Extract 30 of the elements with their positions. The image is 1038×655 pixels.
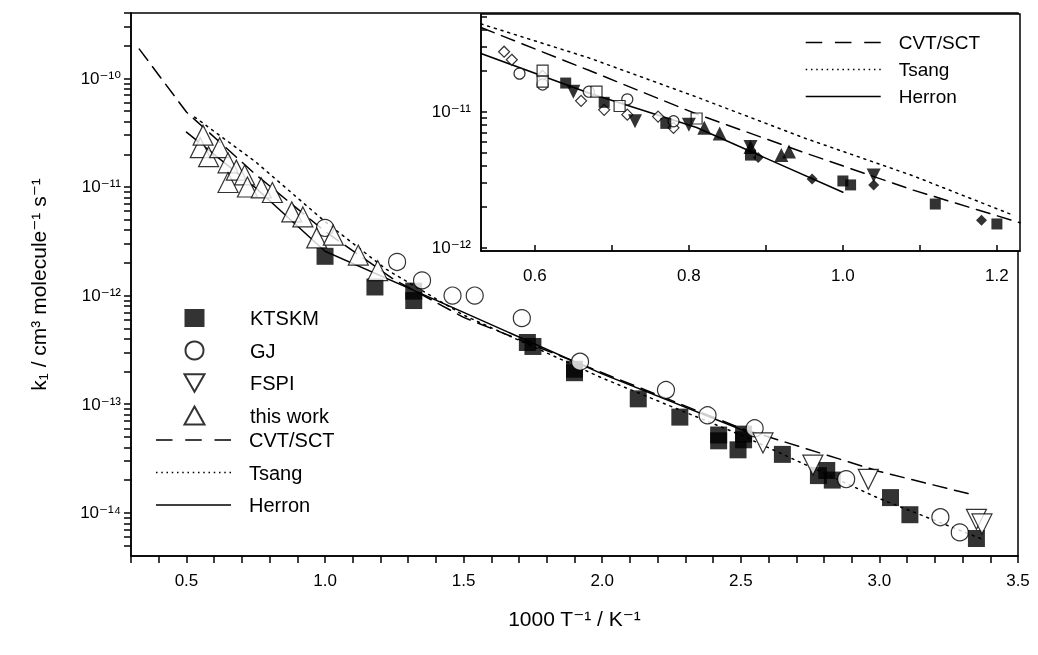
legend-label: CVT/SCT [249, 429, 335, 451]
x-tick-label: 0.5 [174, 571, 199, 590]
legend-label: Tsang [898, 59, 950, 80]
x-tick-label: 1.0 [831, 266, 855, 285]
y-tick-label: 10⁻¹¹ [431, 102, 472, 122]
y-tick-label: 10⁻¹² [431, 238, 472, 258]
x-tick-label: 3.0 [867, 571, 892, 590]
x-tick-label: 1.0 [313, 571, 337, 590]
x-axis-title: 1000 T⁻¹ / K⁻¹ [508, 607, 641, 630]
x-tick-label: 3.5 [1006, 571, 1030, 590]
x-tick-label: 1.5 [451, 571, 476, 590]
legend-label: FSPI [250, 372, 295, 394]
y-tick-label: 10⁻¹³ [81, 394, 122, 414]
legend-label: Herron [898, 86, 957, 107]
y-tick-label: 10⁻¹² [81, 286, 122, 306]
x-tick-label: 0.8 [677, 266, 701, 285]
legend-label: this work [250, 404, 330, 427]
legend-label: Herron [249, 494, 311, 516]
legend-label: KTSKM [250, 307, 319, 329]
legend-label: CVT/SCT [898, 32, 981, 53]
x-tick-label: 1.2 [985, 266, 1009, 285]
x-tick-label: 0.6 [523, 266, 547, 285]
legend-label: Tsang [249, 461, 303, 484]
y-axis-title: k₁ / cm³ molecule⁻¹ s⁻¹ [27, 178, 50, 391]
x-tick-label: 2.0 [590, 571, 615, 590]
y-tick-label: 10⁻¹¹ [81, 177, 122, 197]
legend-label: GJ [250, 339, 276, 362]
y-tick-label: 10⁻¹⁴ [80, 503, 121, 523]
x-tick-label: 2.5 [728, 571, 753, 590]
y-tick-label: 10⁻¹⁰ [80, 68, 122, 88]
